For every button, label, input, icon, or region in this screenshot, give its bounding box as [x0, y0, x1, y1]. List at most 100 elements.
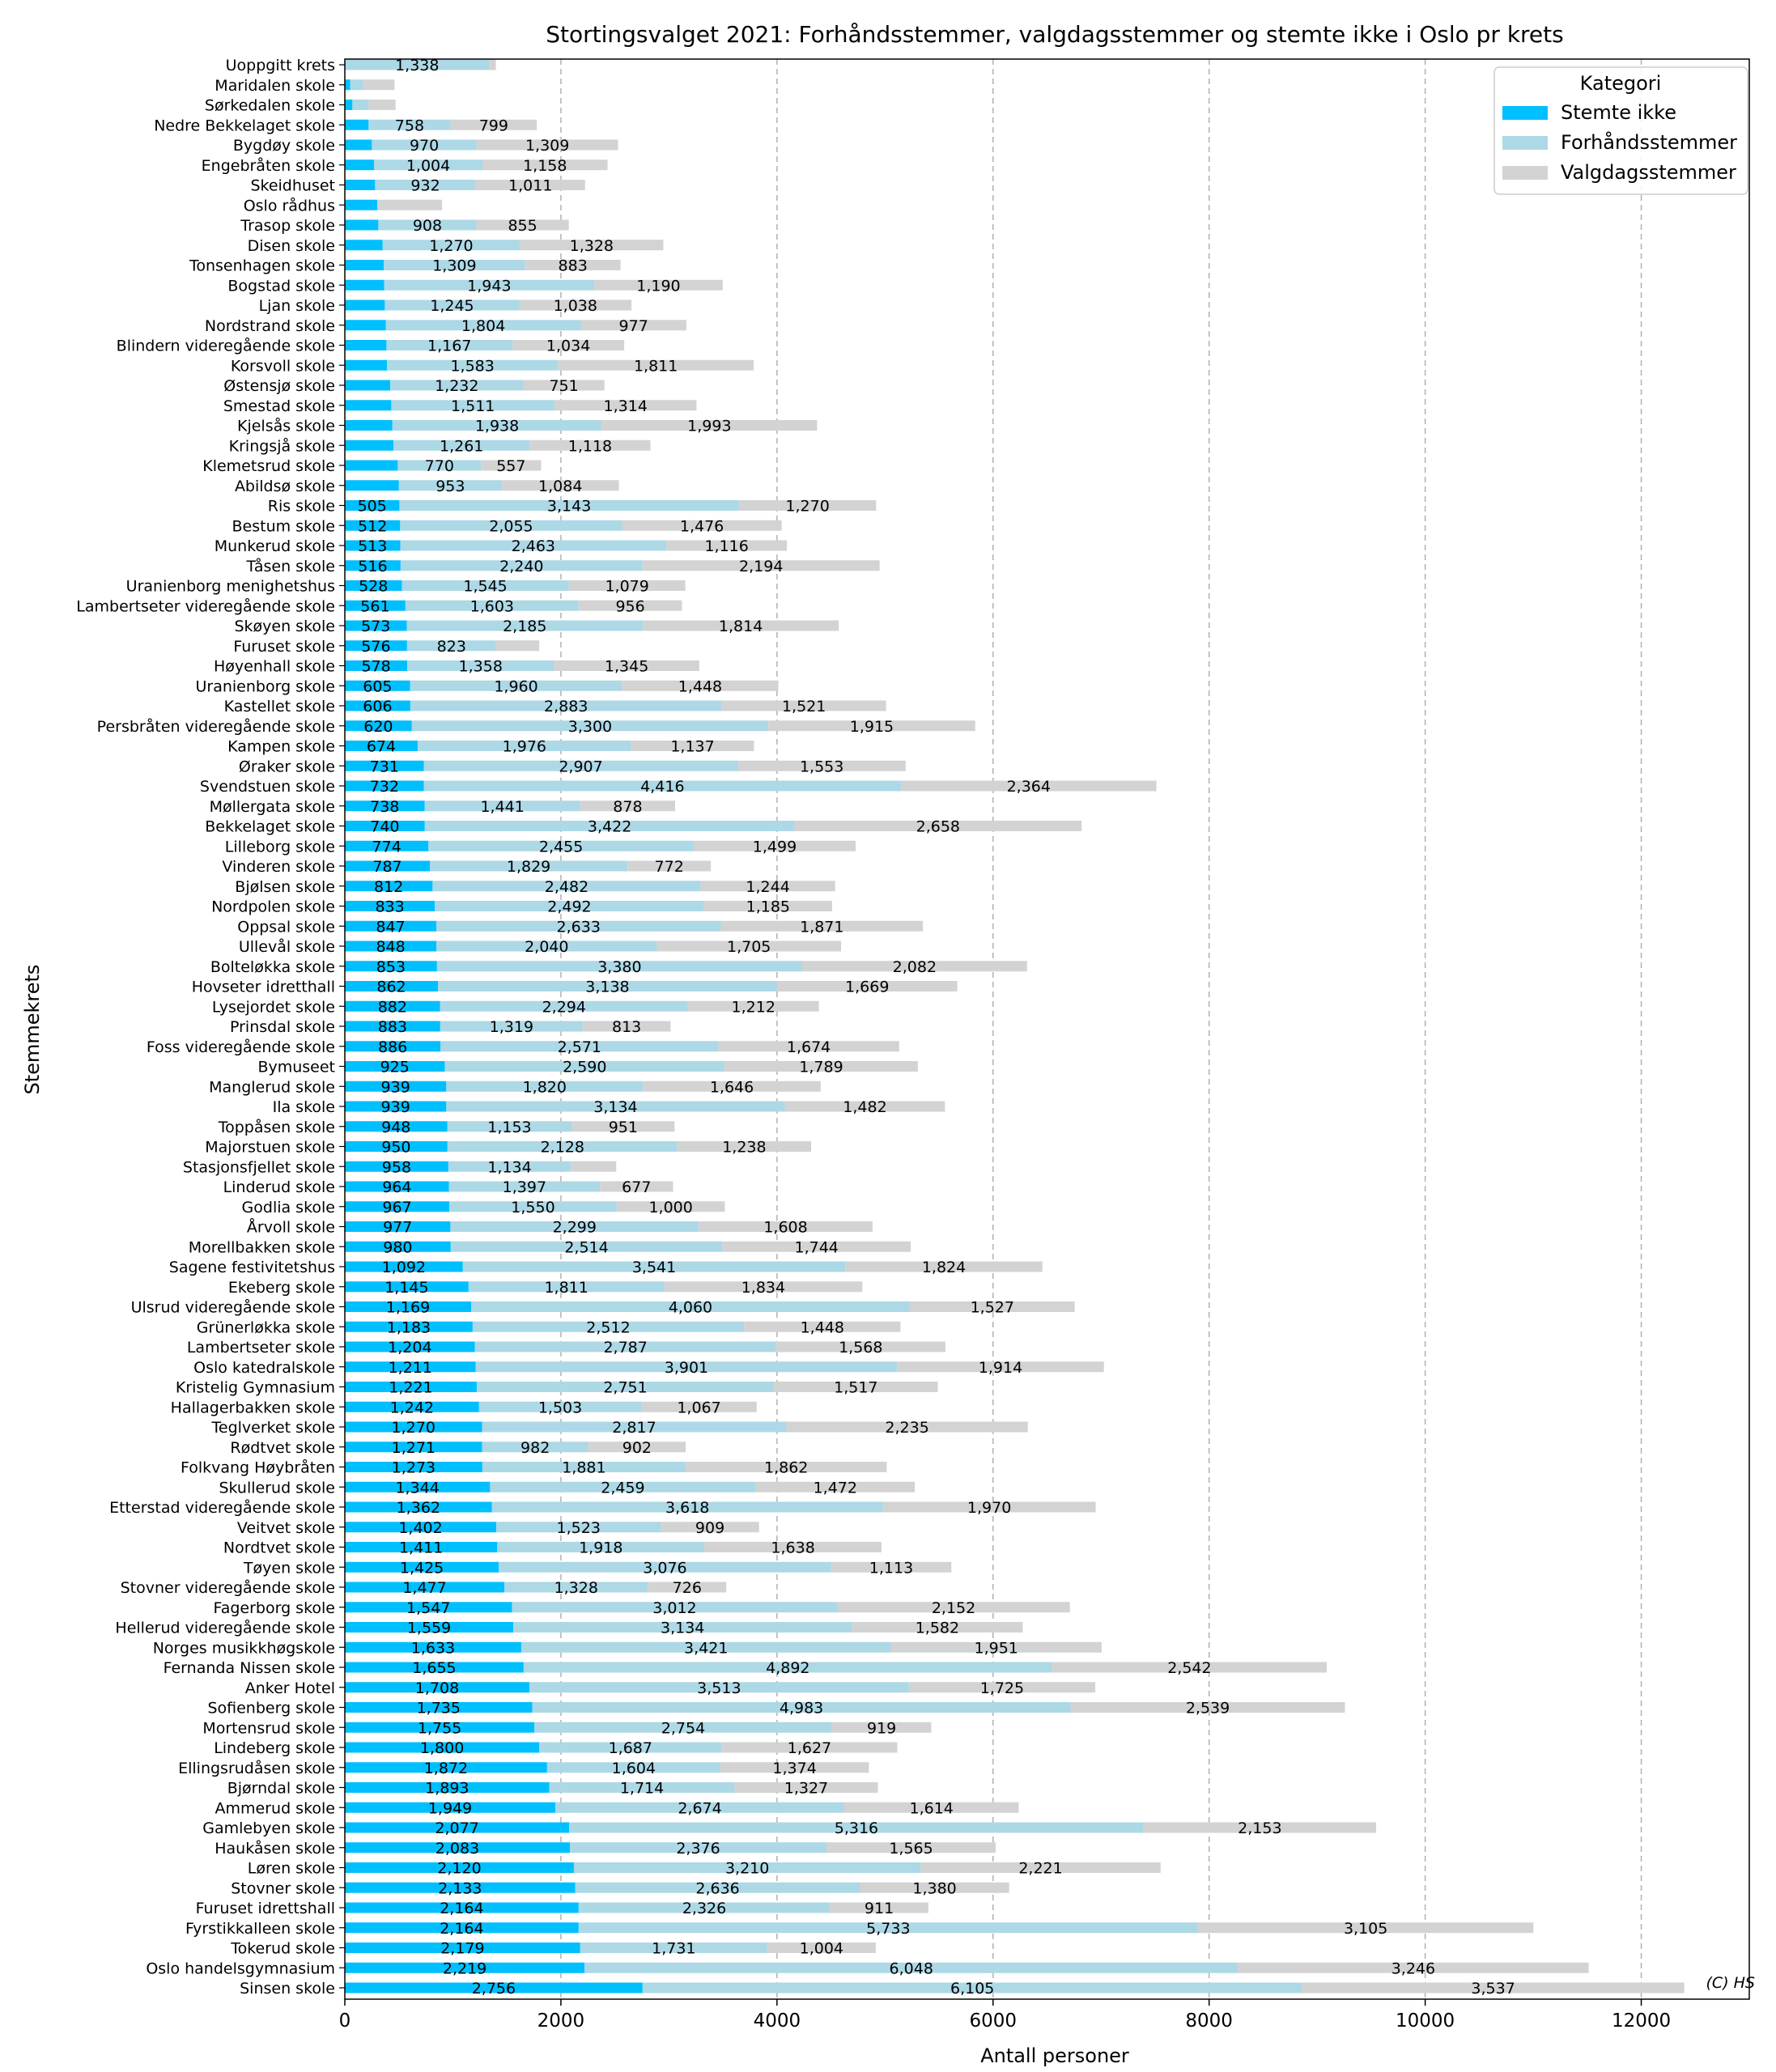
- bar-value-label: 5,733: [866, 1920, 910, 1938]
- bar-segment-2: [474, 1341, 776, 1352]
- bar-segment-2: [400, 540, 667, 551]
- bar-value-label: 1,374: [772, 1760, 816, 1777]
- legend-entry-label: Valgdagsstemmer: [1561, 161, 1736, 184]
- bar-segment-1: [345, 480, 399, 491]
- bar-value-label: 1,270: [429, 237, 473, 255]
- bar-segment-3: [685, 1462, 887, 1472]
- bar-value-label: 2,153: [1238, 1819, 1281, 1837]
- bar-segment-2: [446, 1081, 644, 1092]
- bar-segment-3: [830, 1902, 928, 1913]
- category-label: Lindeberg skole: [214, 1739, 335, 1757]
- bar-value-label: 1,915: [850, 718, 894, 736]
- category-label: Østensjø skole: [223, 377, 335, 395]
- bar-value-label: 1,582: [916, 1620, 959, 1637]
- bar-value-label: 3,541: [632, 1259, 676, 1276]
- category-label: Korsvoll skole: [231, 357, 335, 375]
- bar-value-label: 1,397: [503, 1178, 546, 1196]
- bar-segment-2: [393, 439, 530, 451]
- bar-value-label: 3,138: [585, 979, 629, 996]
- bar-value-label: 2,512: [586, 1318, 630, 1336]
- category-label: Morellbakken skole: [189, 1238, 335, 1256]
- bar-segment-3: [720, 920, 924, 932]
- bar-segment-2: [475, 1361, 898, 1373]
- legend-swatch: [1502, 136, 1548, 150]
- bar-segment-1: [345, 180, 376, 190]
- bar-value-label: 1,568: [839, 1339, 882, 1357]
- category-label: Bymuseet: [257, 1059, 335, 1076]
- bar-value-label: 1,084: [538, 478, 582, 495]
- bar-value-label: 1,441: [480, 798, 524, 816]
- category-label: Oslo rådhus: [244, 196, 335, 214]
- bar-segment-1: [345, 1121, 448, 1132]
- bar-value-label: 1,232: [435, 377, 478, 395]
- bar-value-labels: 1,338 758 799 970 1,309 1,004 1,158 932 1,011 908…: [358, 57, 1515, 1998]
- bar-value-label: 1,872: [424, 1760, 468, 1777]
- bar-segment-3: [721, 700, 886, 711]
- bar-segment-3: [475, 180, 585, 190]
- bar-value-label: 1,811: [544, 1279, 588, 1297]
- bar-value-label: 813: [612, 1018, 641, 1036]
- bar-segment-3: [648, 1582, 727, 1593]
- category-label: Tokerud skole: [230, 1940, 335, 1958]
- bar-value-label: 1,482: [843, 1098, 886, 1116]
- bar-segment-3: [1070, 1702, 1345, 1713]
- bar-value-label: 1,212: [732, 998, 775, 1016]
- bar-segment-2: [450, 1221, 699, 1232]
- bar-value-label: 620: [363, 718, 393, 736]
- bar-value-label: 2,636: [695, 1879, 739, 1897]
- category-label: Kristelig Gymnasium: [176, 1379, 335, 1397]
- bar-value-label: 1,674: [787, 1038, 831, 1056]
- bar-value-label: 1,814: [719, 618, 763, 635]
- bar-segment-1: [345, 1000, 440, 1012]
- category-label: Lysejordet skole: [212, 998, 335, 1016]
- bar-value-label: 5,316: [835, 1819, 878, 1837]
- bar-value-label: 1,633: [411, 1639, 455, 1657]
- bar-value-label: 1,328: [570, 237, 614, 255]
- bar-segment-3: [693, 840, 856, 851]
- bar-segment-2: [513, 1622, 852, 1633]
- bar-value-label: 4,416: [640, 778, 684, 796]
- bar-value-label: 1,527: [971, 1299, 1014, 1317]
- bar-segment-2: [578, 1902, 831, 1913]
- bar-value-label: 1,559: [407, 1620, 451, 1637]
- bar-value-label: 848: [376, 938, 405, 956]
- category-label: Rødtvet skole: [230, 1439, 335, 1457]
- bar-value-label: 1,167: [427, 338, 471, 355]
- category-label: Kastellet skole: [224, 698, 335, 715]
- bar-value-label: 1,319: [490, 1018, 533, 1036]
- bar-segment-2: [406, 640, 496, 652]
- bar-segment-2: [584, 1962, 1239, 1973]
- category-label: Uranienborg menighetshus: [126, 578, 335, 596]
- category-label: Lambertseter videregående skole: [76, 597, 335, 615]
- bar-segment-2: [491, 1501, 883, 1513]
- bar-value-label: 3,012: [652, 1599, 696, 1617]
- category-label: Godlia skole: [242, 1199, 335, 1216]
- bar-value-label: 1,448: [801, 1318, 844, 1336]
- category-label: Sørkedalen skole: [205, 97, 335, 115]
- bar-segment-3: [377, 199, 443, 210]
- bar-segment-2: [471, 1301, 910, 1312]
- bar-value-label: 902: [622, 1439, 652, 1457]
- category-label: Oppsal skole: [237, 918, 335, 936]
- bar-segment-2: [386, 340, 513, 350]
- bar-segment-1: [345, 1922, 579, 1934]
- bar-segment-3: [666, 540, 788, 551]
- category-label: Fyrstikkalleen skole: [185, 1920, 335, 1938]
- x-axis-ticks: 0 2000 4000 6000 8000 10000 12000: [339, 1999, 1671, 2032]
- bar-value-label: 977: [619, 317, 648, 335]
- bar-value-label: 3,134: [593, 1098, 637, 1116]
- bar-value-label: 1,004: [406, 157, 450, 175]
- bar-value-label: 1,511: [451, 397, 495, 415]
- bar-value-label: 2,459: [601, 1479, 644, 1497]
- bar-segment-1: [345, 1822, 570, 1833]
- bar-segment-1: [345, 320, 386, 331]
- bar-value-label: 2,756: [472, 1980, 516, 1998]
- legend-box: [1493, 66, 1748, 195]
- bar-value-label: 1,116: [704, 537, 748, 555]
- bar-segment-1: [345, 560, 401, 571]
- bar-segment-3: [1238, 1962, 1589, 1973]
- category-label: Møllergata skole: [210, 798, 335, 816]
- bar-value-label: 732: [370, 778, 399, 796]
- bar-segment-1: [345, 240, 383, 251]
- category-label: Bjørndal skole: [227, 1780, 335, 1798]
